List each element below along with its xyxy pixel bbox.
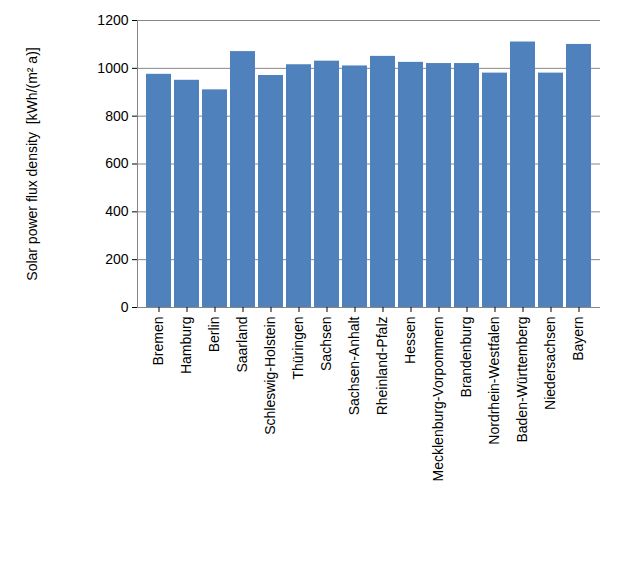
svg-text:Niedersachsen: Niedersachsen bbox=[542, 317, 558, 410]
svg-text:1200: 1200 bbox=[97, 12, 128, 28]
svg-text:Thüringen: Thüringen bbox=[290, 317, 306, 380]
svg-text:Nordrhein-Westfalen: Nordrhein-Westfalen bbox=[486, 317, 502, 445]
svg-text:800: 800 bbox=[105, 108, 129, 124]
svg-text:Rheinland-Pfalz: Rheinland-Pfalz bbox=[374, 317, 390, 416]
svg-text:Baden-Württemberg: Baden-Württemberg bbox=[514, 317, 530, 443]
svg-text:Hamburg: Hamburg bbox=[178, 317, 194, 375]
svg-text:0: 0 bbox=[121, 299, 129, 315]
svg-text:Sachsen-Anhalt: Sachsen-Anhalt bbox=[346, 316, 362, 415]
svg-text:Mecklenburg-Vorpommern: Mecklenburg-Vorpommern bbox=[430, 317, 446, 482]
svg-text:Solar power flux density [kWh: Solar power flux density [kWh/(m² a)] bbox=[24, 47, 40, 280]
svg-text:400: 400 bbox=[105, 203, 129, 219]
svg-text:Saarland: Saarland bbox=[234, 317, 250, 373]
svg-text:200: 200 bbox=[105, 251, 129, 267]
svg-text:1000: 1000 bbox=[97, 60, 128, 76]
svg-text:Brandenburg: Brandenburg bbox=[458, 317, 474, 398]
svg-text:Sachsen: Sachsen bbox=[318, 317, 334, 371]
svg-text:Bremen: Bremen bbox=[150, 317, 166, 366]
svg-text:Schleswig-Holstein: Schleswig-Holstein bbox=[262, 317, 278, 435]
svg-text:600: 600 bbox=[105, 155, 129, 171]
svg-text:Hessen: Hessen bbox=[402, 317, 418, 364]
svg-text:Bayern: Bayern bbox=[570, 317, 586, 361]
svg-text:Berlin: Berlin bbox=[206, 317, 222, 353]
